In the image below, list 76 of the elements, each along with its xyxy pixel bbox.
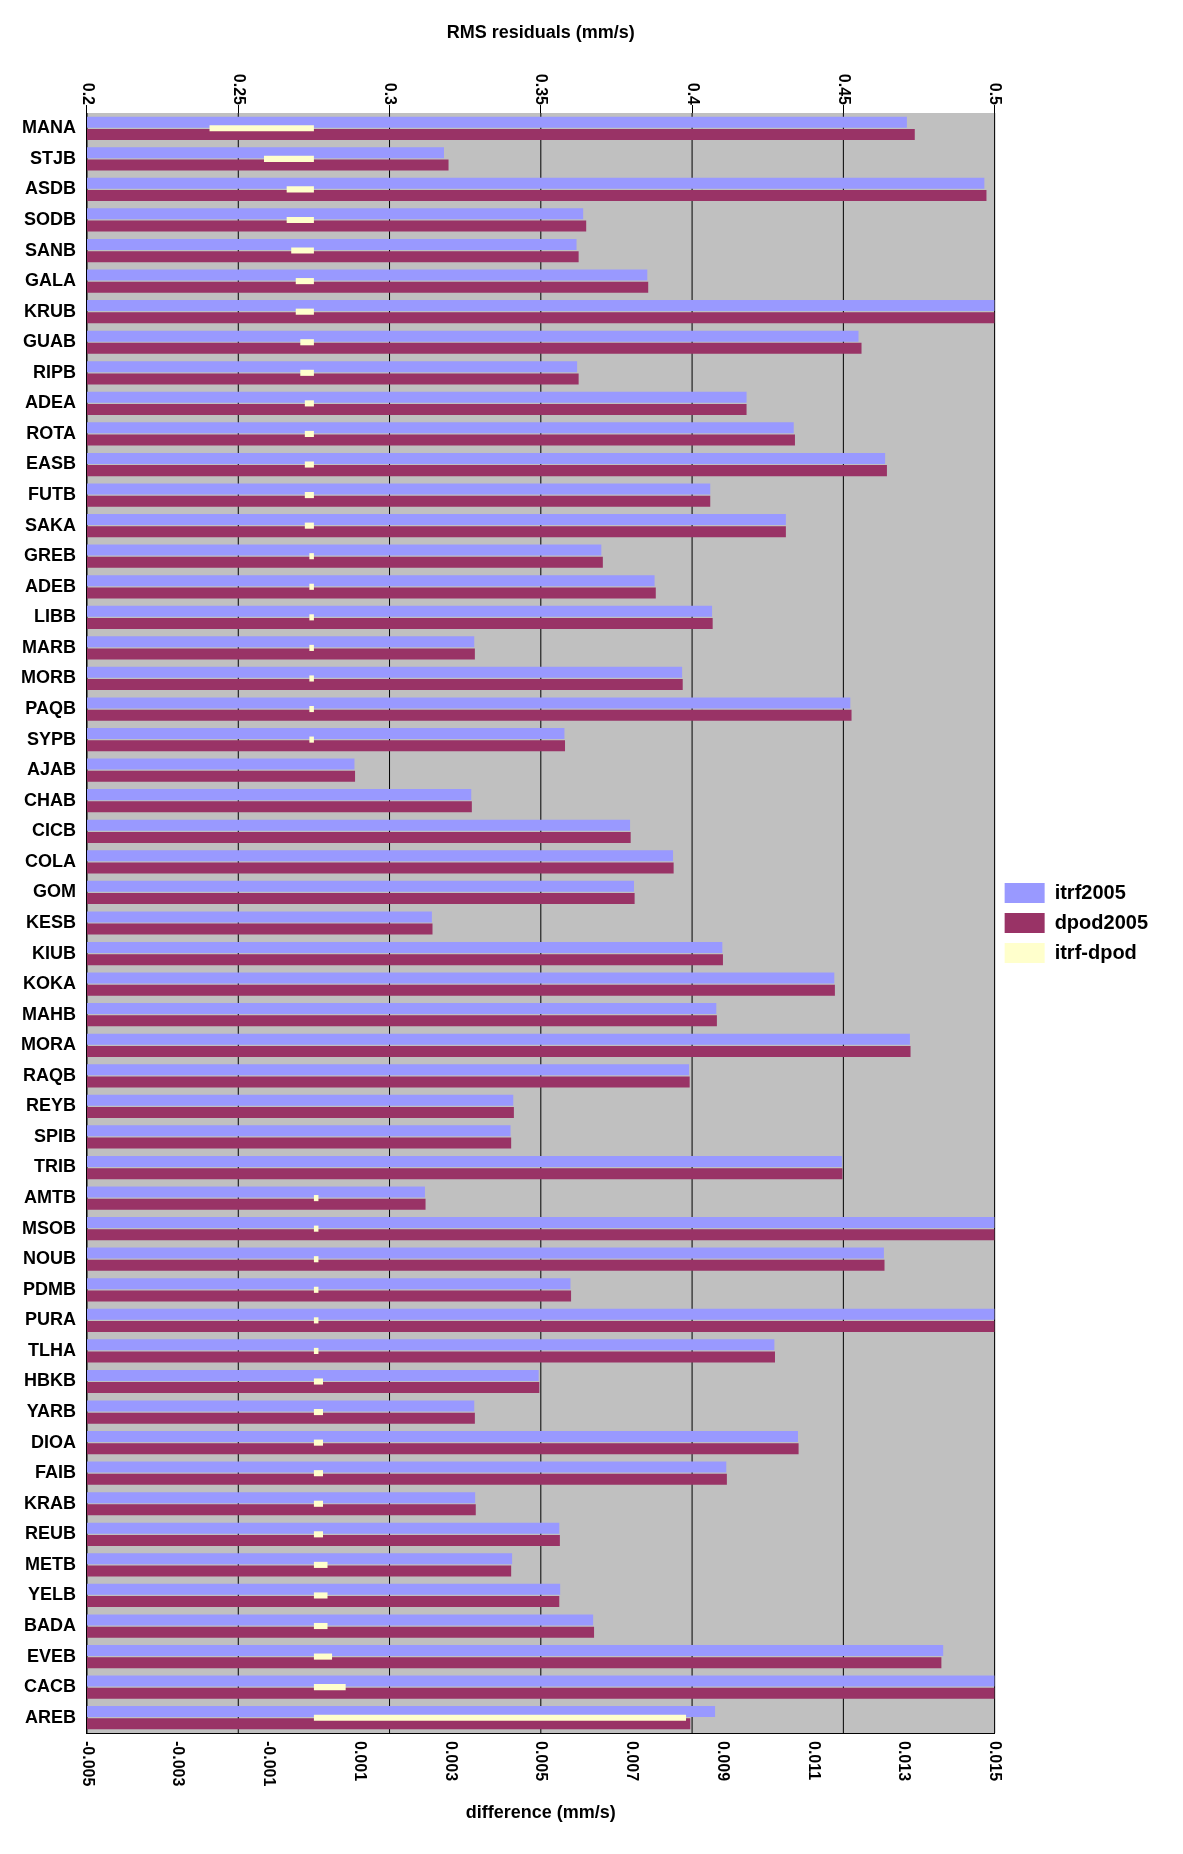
- y-tick-label: MORB: [20, 667, 76, 688]
- x-tick-label: 0.015: [987, 1741, 1005, 1782]
- y-tick-label: METB: [24, 1553, 76, 1574]
- x-tick-label: -0.005: [79, 1741, 97, 1787]
- y-tick-label: BADA: [23, 1614, 76, 1635]
- y-tick-label: TLHA: [27, 1339, 76, 1360]
- y-tick-label: HBKB: [23, 1370, 76, 1391]
- y-tick-label: MANA: [21, 117, 76, 138]
- y-tick-label: PDMB: [22, 1278, 76, 1299]
- y-tick-label: LIBB: [33, 606, 76, 627]
- y-tick-label: GREB: [23, 545, 76, 566]
- legend-label: dpod2005: [1054, 910, 1148, 933]
- y-tick-label: YELB: [27, 1584, 76, 1605]
- y-tick-label: KIUB: [31, 942, 76, 963]
- x-tick-label: 0.009: [714, 1741, 732, 1782]
- y-tick-label: GALA: [24, 270, 76, 291]
- y-tick-label: MAHB: [21, 1003, 76, 1024]
- y-tick-label: RIPB: [32, 361, 76, 382]
- x-axis-title: difference (mm/s): [465, 1802, 616, 1823]
- y-tick-label: PAQB: [25, 698, 76, 719]
- y-tick-label: SANB: [24, 239, 76, 260]
- x-tick-label: 0.013: [896, 1741, 914, 1782]
- x-tick-label: 0.003: [442, 1741, 460, 1782]
- x2-tick-label: 0.3: [382, 82, 400, 106]
- y-tick-label: TRIB: [33, 1156, 76, 1177]
- y-tick-label: MARB: [21, 636, 76, 657]
- y-tick-label: FUTB: [27, 484, 76, 505]
- y-tick-label: CACB: [23, 1676, 76, 1697]
- y-tick-label: AJAB: [26, 759, 76, 780]
- y-tick-label: SODB: [23, 208, 76, 229]
- y-tick-label: YARB: [26, 1401, 76, 1422]
- legend-label: itrf-dpod: [1054, 940, 1137, 963]
- y-tick-label: EASB: [25, 453, 76, 474]
- y-tick-label: NOUB: [22, 1248, 76, 1269]
- legend-label: itrf2005: [1054, 880, 1126, 903]
- y-tick-label: SAKA: [24, 514, 76, 535]
- y-tick-label: ROTA: [26, 422, 76, 443]
- x2-axis-title: RMS residuals (mm/s): [446, 21, 635, 42]
- y-tick-label: COLA: [24, 850, 76, 871]
- y-tick-label: REYB: [25, 1095, 76, 1116]
- y-tick-label: GUAB: [22, 331, 76, 352]
- x-tick-label: 0.001: [351, 1741, 369, 1782]
- y-tick-label: SYPB: [26, 728, 76, 749]
- x2-tick-label: 0.35: [533, 73, 551, 106]
- x2-tick-label: 0.5: [987, 82, 1005, 106]
- y-tick-label: ADEA: [24, 392, 76, 413]
- y-tick-label: STJB: [29, 147, 76, 168]
- y-tick-label: KESB: [25, 911, 76, 932]
- y-tick-label: ASDB: [24, 178, 76, 199]
- x-tick-label: 0.005: [533, 1741, 551, 1782]
- y-tick-label: AREB: [24, 1706, 76, 1727]
- y-tick-label: AMTB: [23, 1187, 76, 1208]
- y-tick-label: KRAB: [23, 1492, 76, 1513]
- y-tick-label: MORA: [20, 1034, 76, 1055]
- y-tick-label: KRUB: [23, 300, 76, 321]
- y-tick-label: CHAB: [23, 789, 76, 810]
- x-tick-label: 0.011: [805, 1741, 823, 1781]
- y-tick-label: MSOB: [21, 1217, 76, 1238]
- y-tick-label: REUB: [24, 1523, 76, 1544]
- x2-tick-label: 0.4: [684, 82, 702, 106]
- y-tick-label: ADEB: [24, 575, 76, 596]
- y-tick-label: EVEB: [26, 1645, 76, 1666]
- y-tick-label: DIOA: [30, 1431, 76, 1452]
- x-tick-label: -0.001: [261, 1741, 279, 1787]
- x-tick-label: -0.003: [170, 1741, 188, 1787]
- y-tick-label: KOKA: [22, 973, 76, 994]
- y-tick-label: SPIB: [33, 1125, 76, 1146]
- y-tick-label: GOM: [32, 881, 76, 902]
- x-tick-label: 0.007: [624, 1741, 642, 1782]
- x2-tick-label: 0.2: [79, 82, 97, 106]
- y-tick-label: FAIB: [34, 1462, 76, 1483]
- x2-tick-label: 0.45: [835, 73, 853, 106]
- y-tick-label: PURA: [24, 1309, 76, 1330]
- y-tick-label: RAQB: [22, 1064, 76, 1085]
- x2-tick-label: 0.25: [230, 73, 248, 106]
- y-tick-label: CICB: [31, 820, 76, 841]
